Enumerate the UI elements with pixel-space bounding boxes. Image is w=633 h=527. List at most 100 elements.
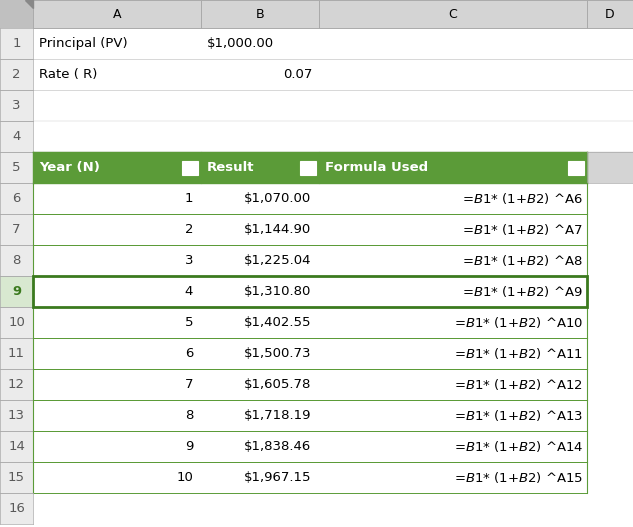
Bar xyxy=(33,59,587,90)
Text: =$B$1* (1+$B$2) ^A6: =$B$1* (1+$B$2) ^A6 xyxy=(462,191,583,206)
Text: =$B$1* (1+$B$2) ^A11: =$B$1* (1+$B$2) ^A11 xyxy=(454,346,583,361)
Bar xyxy=(0,214,33,245)
Text: 1: 1 xyxy=(184,192,193,205)
Bar xyxy=(33,276,587,307)
Text: 8: 8 xyxy=(185,409,193,422)
Bar xyxy=(587,431,633,462)
Bar xyxy=(0,276,33,307)
Text: ▼: ▼ xyxy=(573,163,579,172)
FancyBboxPatch shape xyxy=(300,161,316,174)
Bar xyxy=(0,400,33,431)
Bar xyxy=(33,90,587,121)
Bar xyxy=(33,245,587,276)
Bar xyxy=(0,369,33,400)
FancyBboxPatch shape xyxy=(182,161,198,174)
Text: 5: 5 xyxy=(184,316,193,329)
Bar xyxy=(587,152,633,183)
Text: Result: Result xyxy=(207,161,254,174)
Bar xyxy=(0,121,33,152)
Text: $1,070.00: $1,070.00 xyxy=(244,192,311,205)
Text: 10: 10 xyxy=(176,471,193,484)
Text: 6: 6 xyxy=(185,347,193,360)
Text: 11: 11 xyxy=(8,347,25,360)
Text: 8: 8 xyxy=(12,254,21,267)
Bar xyxy=(0,462,33,493)
Text: =$B$1* (1+$B$2) ^A15: =$B$1* (1+$B$2) ^A15 xyxy=(454,470,583,485)
Text: =$B$1* (1+$B$2) ^A13: =$B$1* (1+$B$2) ^A13 xyxy=(454,408,583,423)
Text: 2: 2 xyxy=(12,68,21,81)
Polygon shape xyxy=(25,0,33,8)
Text: $1,310.80: $1,310.80 xyxy=(244,285,311,298)
Bar xyxy=(33,276,587,307)
Text: 4: 4 xyxy=(185,285,193,298)
Bar xyxy=(319,0,587,28)
Bar xyxy=(587,28,633,59)
Text: Formula Used: Formula Used xyxy=(325,161,428,174)
Text: 13: 13 xyxy=(8,409,25,422)
Bar xyxy=(33,400,587,431)
Bar xyxy=(0,307,33,338)
Bar xyxy=(587,59,633,90)
Bar xyxy=(0,28,33,59)
Text: =$B$1* (1+$B$2) ^A14: =$B$1* (1+$B$2) ^A14 xyxy=(454,439,583,454)
Text: Year (N): Year (N) xyxy=(39,161,100,174)
Bar xyxy=(33,214,587,245)
Text: B: B xyxy=(256,7,265,21)
Bar xyxy=(201,0,319,28)
Text: $1,967.15: $1,967.15 xyxy=(244,471,311,484)
Text: =$B$1* (1+$B$2) ^A7: =$B$1* (1+$B$2) ^A7 xyxy=(462,222,583,237)
Text: A: A xyxy=(113,7,122,21)
Text: 7: 7 xyxy=(184,378,193,391)
Text: 2: 2 xyxy=(184,223,193,236)
Text: 12: 12 xyxy=(8,378,25,391)
FancyBboxPatch shape xyxy=(568,161,584,174)
Bar xyxy=(587,0,633,28)
Bar xyxy=(587,493,633,524)
Text: =$B$1* (1+$B$2) ^A10: =$B$1* (1+$B$2) ^A10 xyxy=(454,315,583,330)
Text: D: D xyxy=(605,7,615,21)
Bar xyxy=(33,493,587,524)
Text: 9: 9 xyxy=(12,285,21,298)
Text: $1,144.90: $1,144.90 xyxy=(244,223,311,236)
Text: C: C xyxy=(449,7,458,21)
Bar xyxy=(587,276,633,307)
Text: $1,838.46: $1,838.46 xyxy=(244,440,311,453)
Text: ▼: ▼ xyxy=(305,163,311,172)
Text: $1,718.19: $1,718.19 xyxy=(244,409,311,422)
Text: 15: 15 xyxy=(8,471,25,484)
Bar xyxy=(587,338,633,369)
Text: 4: 4 xyxy=(12,130,21,143)
Bar xyxy=(0,90,33,121)
Bar xyxy=(587,183,633,214)
Text: 6: 6 xyxy=(12,192,21,205)
Text: 3: 3 xyxy=(12,99,21,112)
Bar xyxy=(0,338,33,369)
Text: 14: 14 xyxy=(8,440,25,453)
Bar xyxy=(0,59,33,90)
Text: 7: 7 xyxy=(12,223,21,236)
Text: 5: 5 xyxy=(12,161,21,174)
Text: 3: 3 xyxy=(184,254,193,267)
Bar xyxy=(587,369,633,400)
Bar xyxy=(587,462,633,493)
Text: 10: 10 xyxy=(8,316,25,329)
Bar xyxy=(33,307,587,338)
Text: $1,225.04: $1,225.04 xyxy=(244,254,311,267)
Bar xyxy=(0,152,33,183)
Text: ▼: ▼ xyxy=(187,163,193,172)
Bar xyxy=(0,0,633,28)
Bar xyxy=(587,121,633,152)
Bar xyxy=(33,338,587,369)
Text: =$B$1* (1+$B$2) ^A12: =$B$1* (1+$B$2) ^A12 xyxy=(454,377,583,392)
Bar xyxy=(0,493,33,524)
Text: 0.07: 0.07 xyxy=(284,68,313,81)
Bar xyxy=(33,183,587,214)
Bar xyxy=(33,0,201,28)
Text: 9: 9 xyxy=(185,440,193,453)
Text: $1,605.78: $1,605.78 xyxy=(244,378,311,391)
Bar xyxy=(33,369,587,400)
Bar xyxy=(0,183,33,214)
Text: =$B$1* (1+$B$2) ^A9: =$B$1* (1+$B$2) ^A9 xyxy=(462,284,583,299)
Bar xyxy=(33,431,587,462)
Bar xyxy=(0,431,33,462)
